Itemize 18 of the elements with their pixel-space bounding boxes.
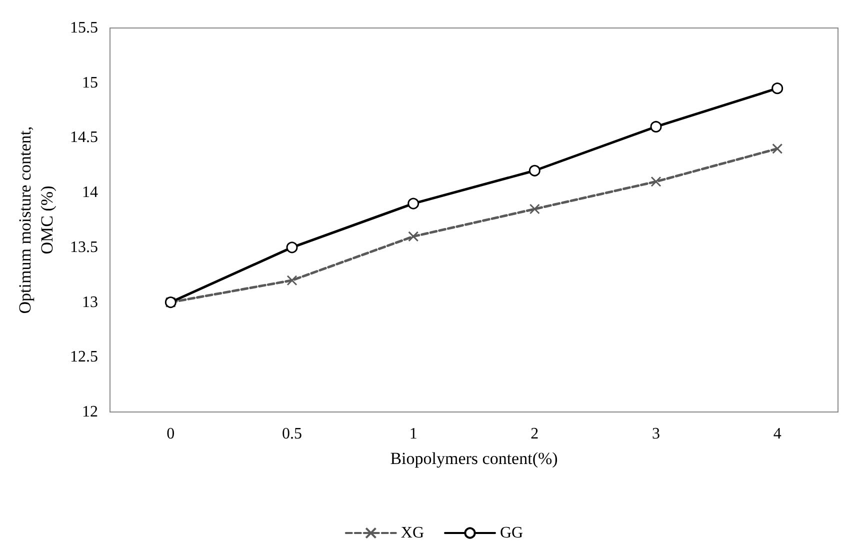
y-tick-label: 13.5 — [70, 238, 98, 256]
y-tick-label: 14 — [82, 184, 98, 202]
y-axis-title: Optimum moisture content, OMC (%) — [16, 126, 56, 314]
legend-label: GG — [500, 524, 524, 542]
y-tick-label: 15.5 — [70, 20, 98, 36]
x-tick-label: 4 — [773, 426, 782, 442]
x-tick-label: 1 — [409, 426, 418, 442]
x-axis-title: Biopolymers content(%) — [390, 449, 558, 468]
y-tick-label: 12.5 — [70, 348, 98, 366]
x-tick-label: 3 — [652, 426, 660, 442]
y-tick-label: 15 — [82, 74, 98, 92]
x-tick-label: 0 — [166, 426, 175, 442]
x-tick-label: 0.5 — [282, 426, 302, 442]
y-tick-label: 14.5 — [70, 129, 98, 146]
y-tick-label: 12 — [82, 404, 98, 420]
legend-label: XG — [400, 524, 424, 542]
x-tick-label: 2 — [530, 426, 539, 442]
y-tick-label: 13 — [82, 294, 98, 311]
